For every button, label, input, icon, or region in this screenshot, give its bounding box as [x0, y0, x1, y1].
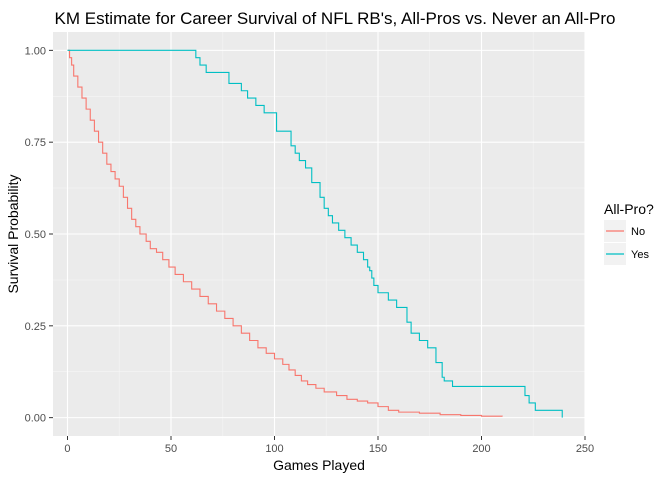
- x-tick-label: 250: [576, 443, 594, 455]
- x-tick-label: 0: [64, 443, 70, 455]
- y-tick-label: 0.25: [25, 321, 46, 333]
- chart-title: KM Estimate for Career Survival of NFL R…: [55, 9, 616, 28]
- y-tick-label: 0.50: [25, 229, 46, 241]
- y-tick-label: 0.00: [25, 413, 46, 425]
- y-tick-label: 0.75: [25, 137, 46, 149]
- legend-title: All-Pro?: [604, 201, 654, 217]
- x-tick-label: 200: [472, 443, 490, 455]
- legend: All-Pro? No Yes: [604, 201, 654, 265]
- series-lines: [67, 49, 563, 418]
- x-axis-title: Games Played: [273, 457, 365, 473]
- legend-items: No Yes: [604, 220, 649, 265]
- y-axis-ticks: 0.00 0.25 0.50 0.75 1.00: [25, 45, 53, 425]
- grid-major: [53, 32, 586, 436]
- series-line-yes: [67, 49, 563, 418]
- x-tick-label: 100: [265, 443, 283, 455]
- y-axis-title: Survival Probability: [5, 174, 21, 293]
- y-tick-label: 1.00: [25, 45, 46, 57]
- series-line-no: [67, 49, 503, 417]
- x-axis-ticks: 0 50 100 150 200 250: [64, 436, 594, 455]
- x-tick-label: 150: [369, 443, 387, 455]
- legend-label-no: No: [631, 226, 645, 238]
- x-tick-label: 50: [165, 443, 177, 455]
- legend-label-yes: Yes: [631, 249, 649, 261]
